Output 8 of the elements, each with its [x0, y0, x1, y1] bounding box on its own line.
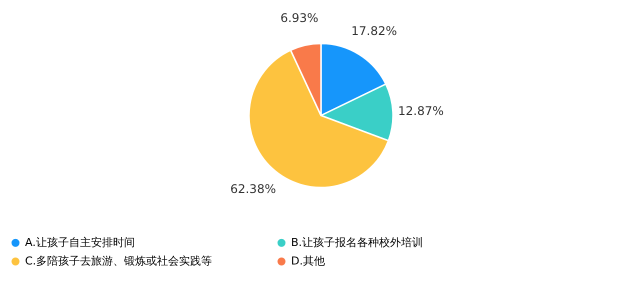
legend-label: A.让孩子自主安排时间 [25, 236, 135, 249]
legend-label: D.其他 [291, 254, 325, 268]
legend-label: C.多陪孩子去旅游、锻炼或社会实践等 [25, 254, 212, 268]
data-label: 6.93% [280, 10, 318, 25]
legend-label: B.让孩子报名各种校外培训 [291, 236, 424, 249]
data-label: 17.82% [351, 24, 397, 38]
data-label: 62.38% [230, 182, 276, 196]
data-label: 12.87% [398, 104, 444, 118]
